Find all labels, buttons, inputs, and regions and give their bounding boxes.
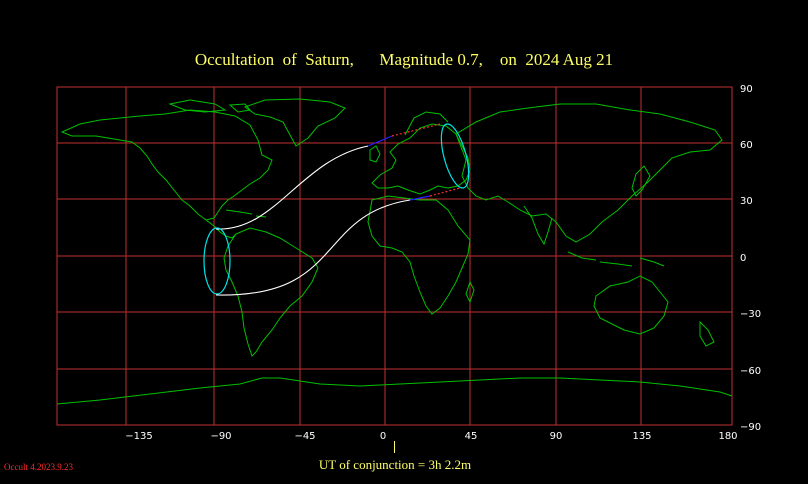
british-isles-coast	[369, 145, 381, 163]
europe-coast	[371, 123, 471, 195]
north-twilight-segment	[391, 123, 441, 137]
south-limit-curve	[215, 199, 411, 296]
longitude-labels: −135 −90 −45 0 45 90 135 180	[125, 431, 737, 442]
south-america-coast	[223, 227, 319, 357]
eastern-limit-curve	[440, 123, 470, 189]
antarctica-coast	[56, 377, 733, 405]
lon-label: −90	[210, 431, 231, 442]
version-label: Occult 4.2023.9.23	[4, 462, 73, 472]
caribbean-coast	[225, 209, 267, 218]
lat-label: 0	[740, 253, 746, 264]
australia-coast	[593, 275, 669, 335]
south-twilight-segment	[429, 187, 461, 197]
indonesia-coast	[567, 251, 665, 267]
lon-label: −45	[294, 431, 315, 442]
latitude-grid	[57, 142, 732, 370]
scandinavia-coast	[404, 111, 449, 136]
occultation-path	[203, 123, 470, 296]
lat-label: 30	[740, 196, 753, 207]
india-coast	[523, 205, 553, 246]
north-daylight-segment	[367, 135, 393, 147]
central-america-coast	[205, 219, 237, 239]
lat-label: 90	[740, 84, 753, 95]
arctic-islands-coast	[168, 99, 251, 113]
japan-coast	[631, 165, 651, 197]
lon-label: 180	[718, 431, 737, 442]
lat-label: −30	[740, 309, 761, 320]
lat-label: −60	[740, 366, 761, 377]
greenland-coast	[243, 98, 346, 147]
north-limit-curve	[215, 145, 369, 230]
madagascar-coast	[465, 280, 475, 304]
lat-label: 60	[740, 140, 753, 151]
south-daylight-segment	[409, 195, 431, 201]
asia-coast	[455, 103, 723, 243]
africa-coast	[367, 195, 471, 315]
lon-label: 0	[380, 431, 386, 442]
coastlines	[56, 98, 733, 405]
western-limit-curve	[203, 227, 231, 295]
lon-label: 90	[550, 431, 563, 442]
latitude-labels: 90 60 30 0 −30 −60 −90	[740, 84, 761, 433]
lat-label: −90	[740, 422, 761, 433]
conjunction-tick	[394, 441, 395, 453]
map-title: Occultation of Saturn, Magnitude 0.7, on…	[194, 50, 614, 69]
lon-label: 135	[632, 431, 651, 442]
conjunction-time: UT of conjunction = 3h 2.2m	[318, 457, 472, 472]
lon-label: −135	[125, 431, 152, 442]
north-america-coast	[60, 109, 273, 221]
new-zealand-coast	[699, 320, 715, 347]
lon-label: 45	[465, 431, 478, 442]
